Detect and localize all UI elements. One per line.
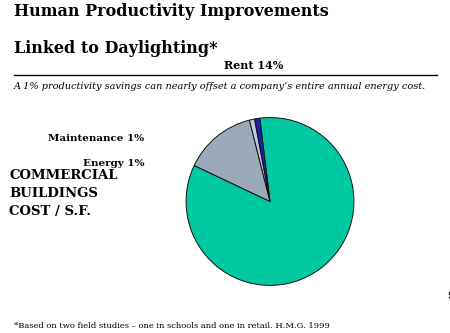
Text: Salaries 84%: Salaries 84% xyxy=(448,290,450,301)
Text: *Based on two field studies – one in schools and one in retail. H.M.G. 1999: *Based on two field studies – one in sch… xyxy=(14,322,329,330)
Wedge shape xyxy=(186,118,354,285)
Wedge shape xyxy=(194,120,270,201)
Text: A 1% productivity savings can nearly offset a company’s entire annual energy cos: A 1% productivity savings can nearly off… xyxy=(14,82,426,91)
Text: Energy 1%: Energy 1% xyxy=(83,159,144,168)
Wedge shape xyxy=(249,119,270,201)
Text: Human Productivity Improvements: Human Productivity Improvements xyxy=(14,3,328,20)
Text: COMMERCIAL
BUILDINGS
COST / S.F.: COMMERCIAL BUILDINGS COST / S.F. xyxy=(9,168,117,218)
Text: Maintenance 1%: Maintenance 1% xyxy=(48,134,144,143)
Text: Rent 14%: Rent 14% xyxy=(224,60,283,71)
Wedge shape xyxy=(255,118,270,201)
Text: Linked to Daylighting*: Linked to Daylighting* xyxy=(14,40,217,57)
